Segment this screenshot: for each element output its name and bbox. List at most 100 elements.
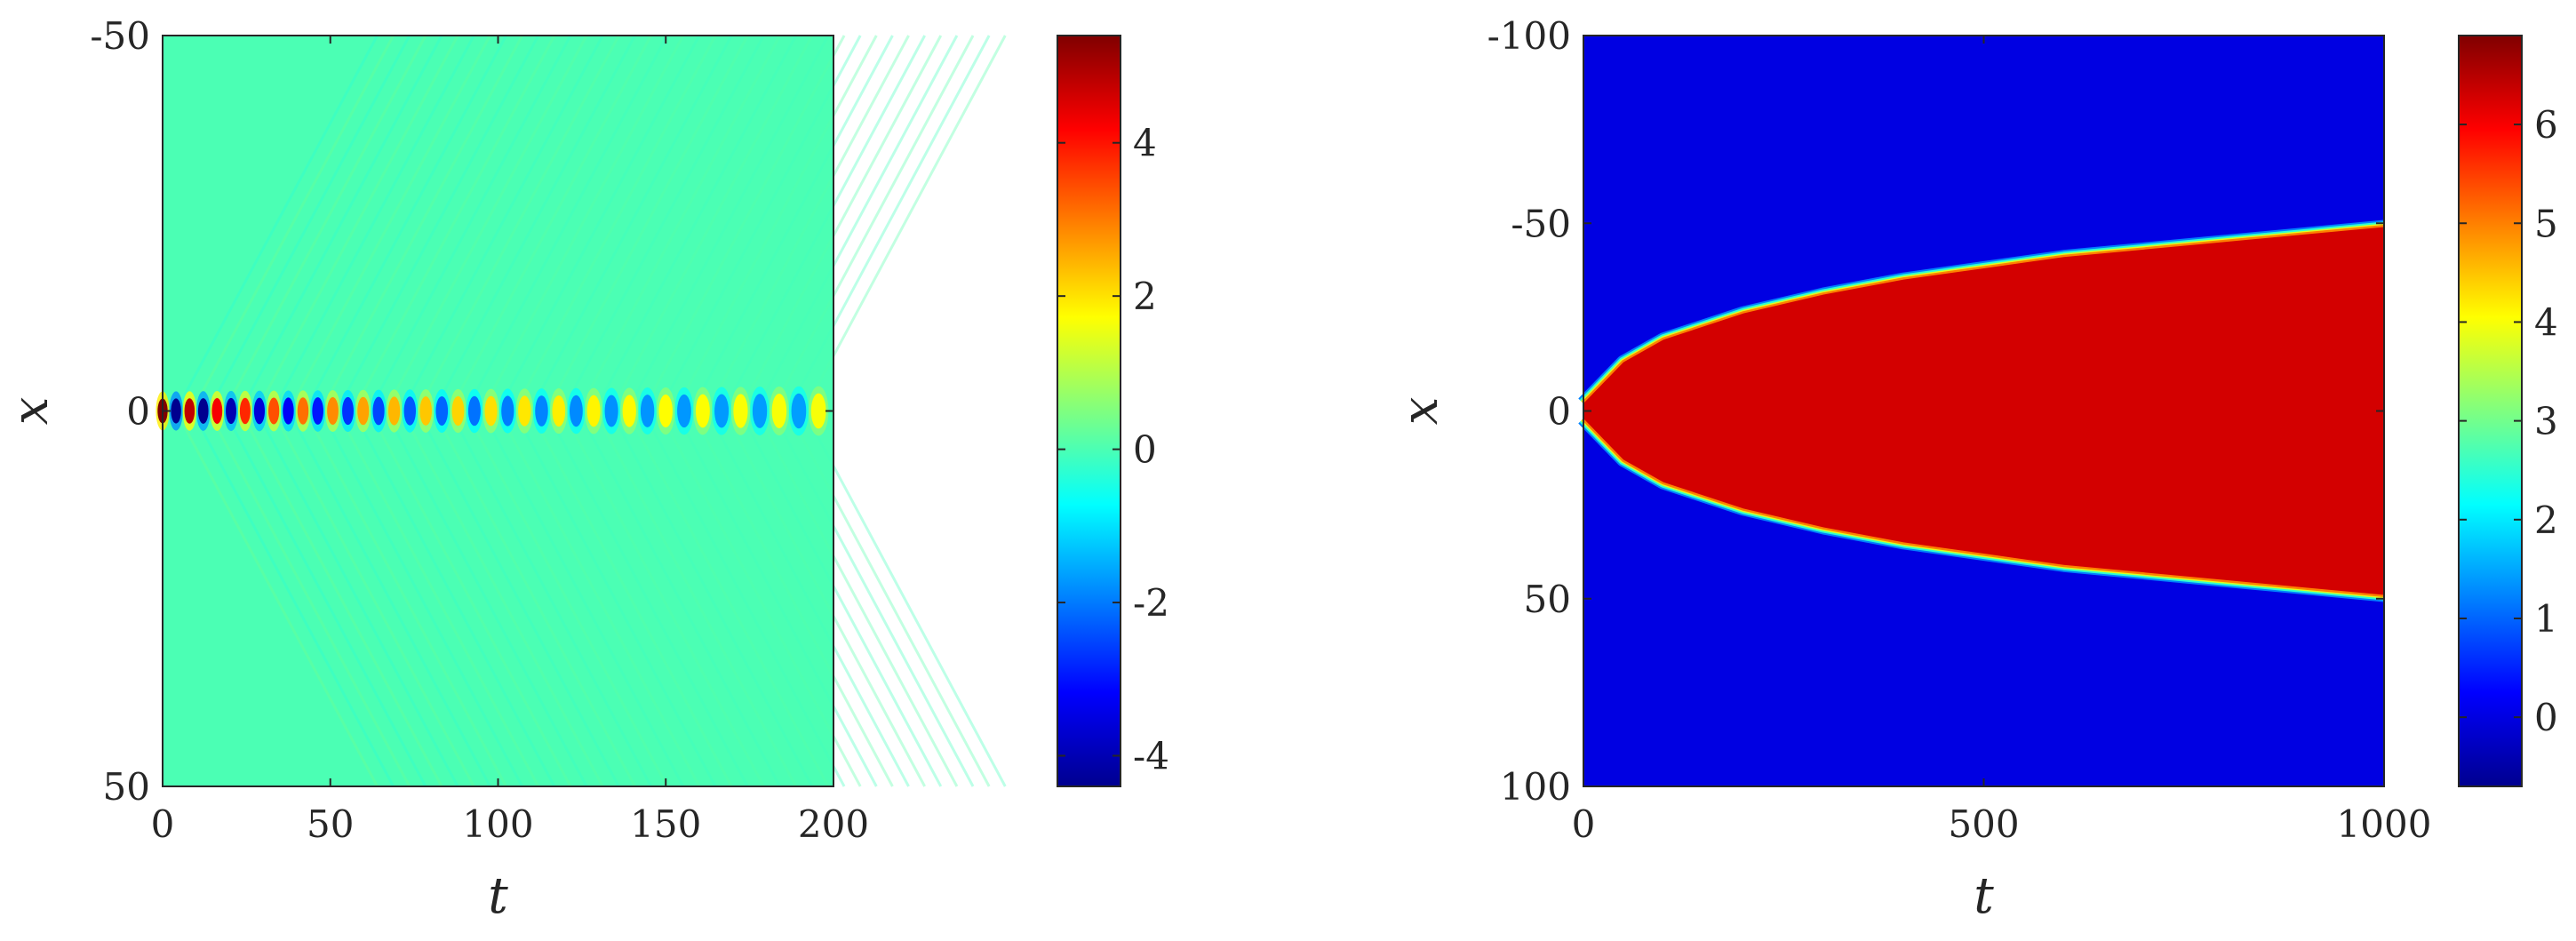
radiation-streak [255, 35, 459, 412]
radiation-streak [448, 35, 652, 412]
breather-peak [253, 397, 265, 425]
breather-peak [297, 397, 309, 425]
radiation-streak [497, 35, 701, 412]
breather-peak [733, 394, 748, 428]
radiation-streak [786, 410, 991, 787]
breather-peak [312, 397, 323, 425]
radiation-streak [497, 410, 701, 787]
y-tick-label: -100 [1487, 14, 1571, 58]
breather-peak [184, 398, 195, 424]
colorbar-tick-label: 3 [2534, 400, 2558, 443]
right-colorbar-gradient [2458, 35, 2523, 787]
x-tick-label: 50 [307, 802, 354, 846]
colorbar-tick-label: 6 [2534, 103, 2558, 147]
x-tick-label: 200 [798, 802, 869, 846]
x-tick-label: 500 [1948, 802, 2019, 846]
left-heatmap-marks [156, 35, 1007, 787]
colorbar-tick-label: 5 [2534, 202, 2558, 245]
radiation-streak [610, 410, 814, 787]
x-tick-label: 150 [630, 802, 701, 846]
radiation-streak [190, 410, 395, 787]
radiation-streak [786, 35, 991, 412]
radiation-streak [545, 35, 749, 412]
radiation-streak [303, 410, 507, 787]
radiation-streak [335, 410, 540, 787]
radiation-streak [690, 35, 894, 412]
radiation-streak [481, 35, 685, 412]
breather-peak [342, 396, 354, 426]
breather-peak [771, 393, 787, 429]
radiation-streak [754, 35, 959, 412]
radiation-streak [271, 35, 475, 412]
radiation-streak [368, 410, 572, 787]
radiation-streak [207, 35, 411, 412]
radiation-streak [722, 410, 927, 787]
radiation-streak [513, 410, 717, 787]
breather-peak [791, 393, 807, 429]
colorbar-tick-label: 4 [2534, 300, 2558, 344]
radiation-streak [593, 410, 798, 787]
radiation-streak [190, 35, 395, 412]
breather-peak [484, 395, 498, 427]
radiation-streak [207, 410, 411, 787]
radiation-streak [706, 410, 910, 787]
radiation-streak [658, 35, 862, 412]
breather-peak [467, 395, 481, 427]
breather-peak [283, 397, 294, 425]
radiation-streak [770, 410, 975, 787]
radiation-streak [529, 35, 733, 412]
right-x-axis-label: t [1974, 867, 1994, 925]
y-tick-label: 50 [1524, 578, 1571, 621]
breather-peak [569, 395, 583, 427]
radiation-streak [513, 35, 717, 412]
radiation-streak [658, 410, 862, 787]
radiation-streak [448, 410, 652, 787]
left-x-ticks: 0 50 100 150 200 [151, 36, 869, 846]
radiation-streak [529, 410, 733, 787]
breather-peak [695, 394, 710, 428]
right-y-axis-label: x [1392, 397, 1449, 426]
radiation-streak [400, 35, 604, 412]
breather-peak [586, 395, 601, 427]
breather-peak [752, 394, 768, 428]
x-tick-label: 100 [462, 802, 533, 846]
breather-peak [677, 394, 691, 428]
colorbar-tick-label: 2 [1133, 275, 1157, 318]
breather-peak [327, 396, 339, 426]
radiation-streak [738, 35, 943, 412]
radiation-streak [223, 410, 427, 787]
radiation-streak [239, 35, 443, 412]
left-y-axis-label: x [2, 397, 60, 426]
breather-peak [267, 397, 280, 425]
breather-peak [419, 396, 432, 426]
radiation-streak [352, 410, 556, 787]
left-colorbar-gradient [1057, 35, 1121, 787]
radiation-streak [464, 410, 669, 787]
y-tick-label: 0 [1547, 390, 1571, 434]
radiation-streak [545, 410, 749, 787]
radiation-streak [384, 35, 588, 412]
radiation-streak [610, 35, 814, 412]
radiation-streak [690, 410, 894, 787]
colorbar-tick-label: 4 [1133, 122, 1157, 165]
radiation-streak [642, 410, 846, 787]
radiation-streak [335, 35, 540, 412]
radiation-streak [481, 410, 685, 787]
radiation-streak [319, 35, 524, 412]
breather-peak [552, 395, 566, 427]
breather-peak [501, 395, 514, 427]
radiation-streak [319, 410, 524, 787]
radiation-streak [432, 35, 636, 412]
y-tick-label: 100 [1500, 765, 1571, 809]
x-tick-label: 1000 [2337, 802, 2432, 846]
right-colorbar-ticks: 0 1 2 3 4 5 6 [2459, 103, 2558, 739]
radiation-streak [738, 410, 943, 787]
y-tick-label: 0 [126, 390, 150, 434]
right-colorbar: 0 1 2 3 4 5 6 [2458, 35, 2558, 787]
radiation-streak [802, 410, 1007, 787]
breather-peak [226, 397, 236, 425]
radiation-streak [626, 35, 830, 412]
radiation-streak [674, 35, 878, 412]
radiation-streak [400, 410, 604, 787]
